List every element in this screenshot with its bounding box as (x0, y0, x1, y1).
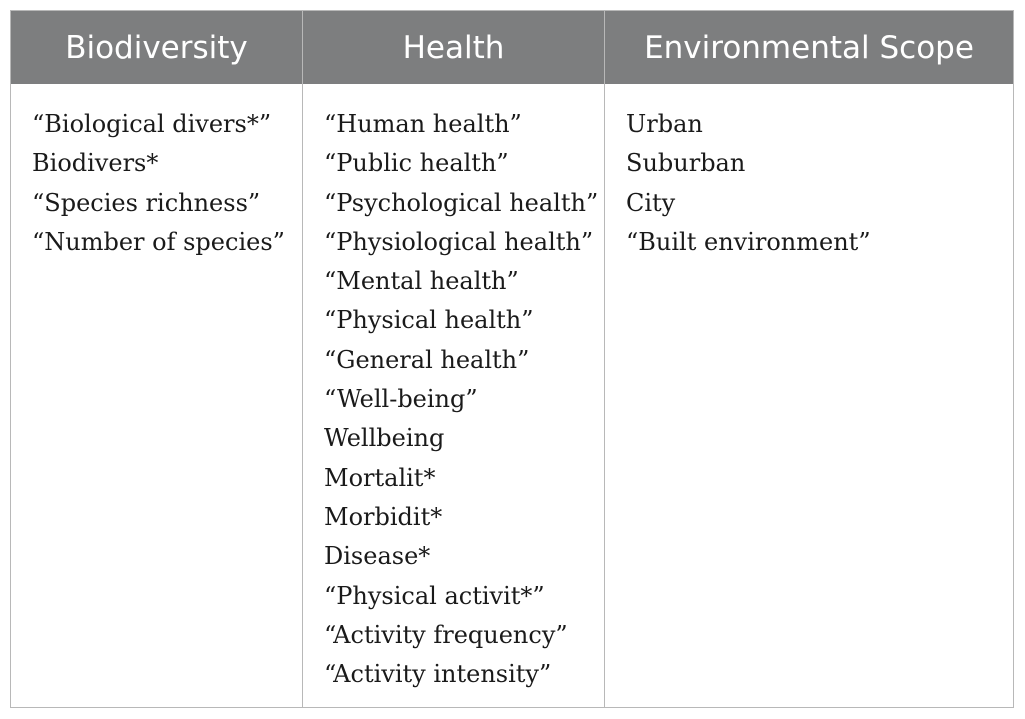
search-term: “Species richness” (32, 188, 261, 217)
search-term: “Activity intensity” (324, 660, 552, 689)
biodiversity-terms-list: “Biological divers*” Biodivers* “Species r… (32, 105, 302, 262)
search-term: Suburban (626, 149, 746, 178)
search-term: “Number of species” (32, 227, 285, 256)
search-term: “Physical activit*” (324, 581, 545, 610)
environmental-scope-terms-list: Urban Suburban City “Built environment” (626, 105, 1013, 262)
search-term: Disease* (324, 542, 431, 571)
biodiversity-terms-cell: “Biological divers*” Biodivers* “Species r… (11, 84, 303, 707)
search-term: “Human health” (324, 110, 522, 138)
search-term: “Activity frequency” (324, 620, 568, 649)
environmental-scope-terms-cell: Urban Suburban City “Built environment” (605, 84, 1013, 707)
search-term: “Physiological health” (324, 227, 594, 256)
search-term: “General health” (324, 345, 530, 374)
header-biodiversity: Biodiversity (11, 11, 303, 84)
search-term: “Physical health” (324, 306, 534, 335)
search-term: “Built environment” (626, 227, 871, 256)
table-header-row: Biodiversity Health Environmental Scope (11, 11, 1013, 84)
search-term: Biodivers* (32, 149, 159, 178)
search-term: Urban (626, 110, 703, 138)
header-health: Health (303, 11, 605, 84)
search-term: Wellbeing (324, 424, 445, 453)
search-term: “Psychological health” (324, 188, 599, 217)
search-term: “Well-being” (324, 385, 478, 414)
search-term: Mortalit* (324, 463, 436, 492)
search-term: “Mental health” (324, 267, 519, 296)
search-term: “Public health” (324, 149, 509, 178)
health-terms-list: “Human health” “Public health” “Psychologi… (324, 105, 604, 694)
header-environmental-scope: Environmental Scope (644, 29, 974, 66)
search-term: City (626, 188, 676, 217)
search-term: Morbidit* (324, 502, 443, 531)
health-terms-cell: “Human health” “Public health” “Psychologi… (303, 84, 605, 707)
search-terms-table: Biodiversity Health Environmental Scope … (10, 10, 1014, 708)
search-term: “Biological divers*” (32, 110, 272, 138)
table-body-row: “Biological divers*” Biodivers* “Species r… (11, 84, 1013, 707)
